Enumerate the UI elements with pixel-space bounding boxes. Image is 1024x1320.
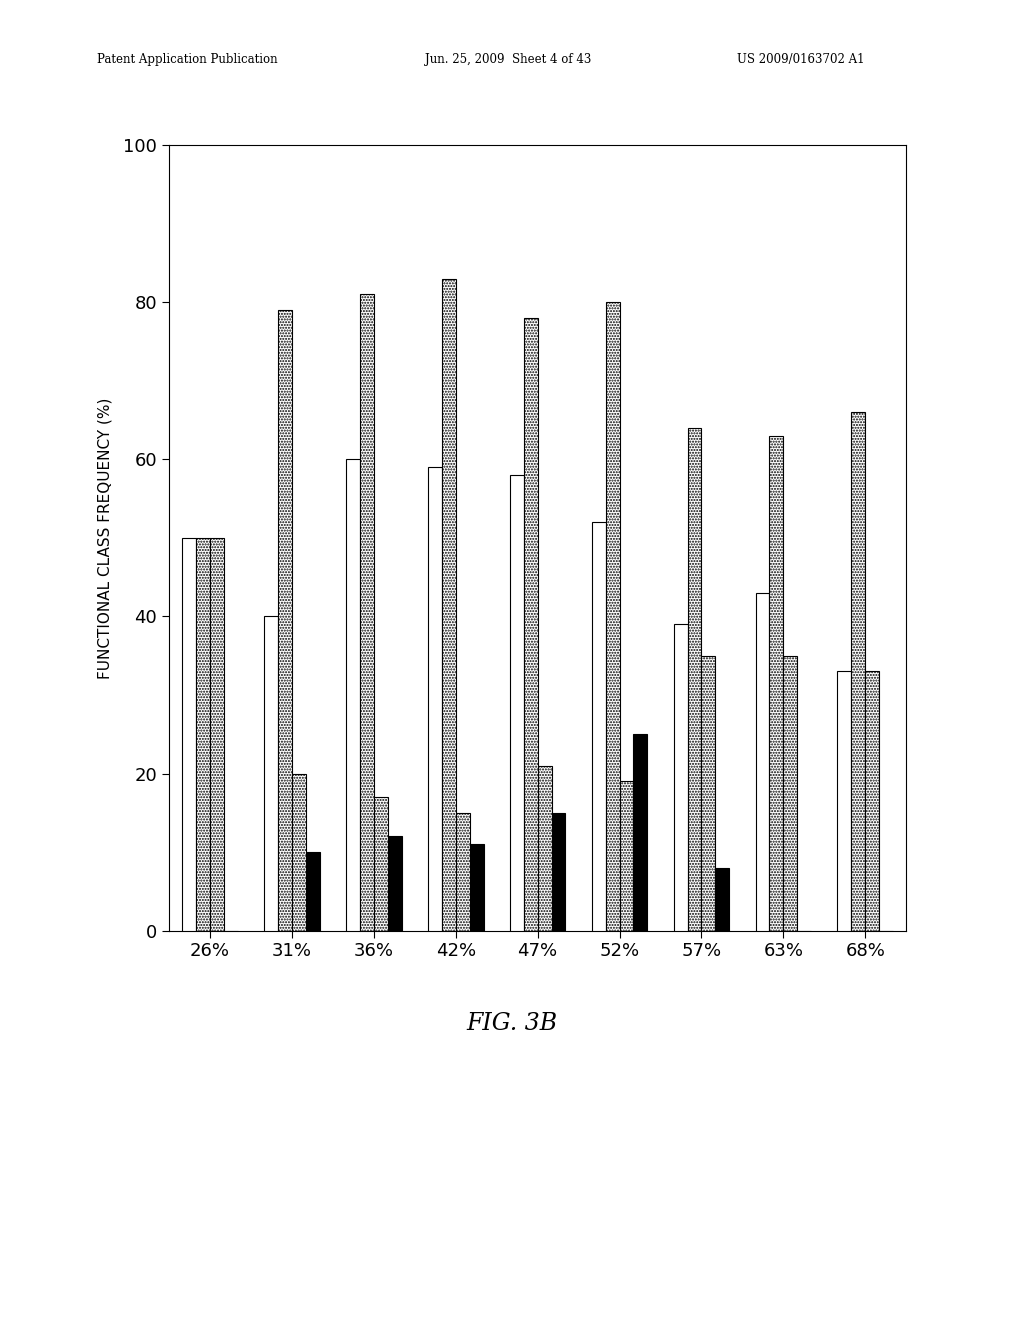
Bar — [851, 412, 865, 931]
Bar — [210, 539, 224, 931]
Bar — [374, 797, 388, 931]
Bar — [538, 766, 552, 931]
Bar — [620, 781, 634, 931]
Text: FIG. 3B: FIG. 3B — [467, 1011, 557, 1035]
Bar — [264, 616, 278, 931]
Bar — [292, 774, 306, 931]
Bar — [346, 459, 359, 931]
Bar — [359, 294, 374, 931]
Bar — [388, 837, 401, 931]
Bar — [838, 672, 851, 931]
Text: Patent Application Publication: Patent Application Publication — [97, 53, 278, 66]
Bar — [756, 593, 769, 931]
Bar — [634, 734, 647, 931]
Bar — [783, 656, 798, 931]
Bar — [510, 475, 523, 931]
Bar — [687, 428, 701, 931]
Bar — [674, 624, 687, 931]
Bar — [716, 867, 729, 931]
Bar — [428, 467, 441, 931]
Bar — [306, 853, 319, 931]
Bar — [441, 279, 456, 931]
Bar — [769, 436, 783, 931]
Bar — [552, 813, 565, 931]
Bar — [865, 672, 880, 931]
Y-axis label: FUNCTIONAL CLASS FREQUENCY (%): FUNCTIONAL CLASS FREQUENCY (%) — [97, 397, 113, 678]
Bar — [605, 302, 620, 931]
Text: US 2009/0163702 A1: US 2009/0163702 A1 — [737, 53, 865, 66]
Text: Jun. 25, 2009  Sheet 4 of 43: Jun. 25, 2009 Sheet 4 of 43 — [425, 53, 591, 66]
Bar — [278, 310, 292, 931]
Bar — [592, 523, 605, 931]
Bar — [523, 318, 538, 931]
Bar — [470, 845, 483, 931]
Bar — [456, 813, 470, 931]
Bar — [182, 539, 196, 931]
Bar — [701, 656, 716, 931]
Bar — [196, 539, 210, 931]
